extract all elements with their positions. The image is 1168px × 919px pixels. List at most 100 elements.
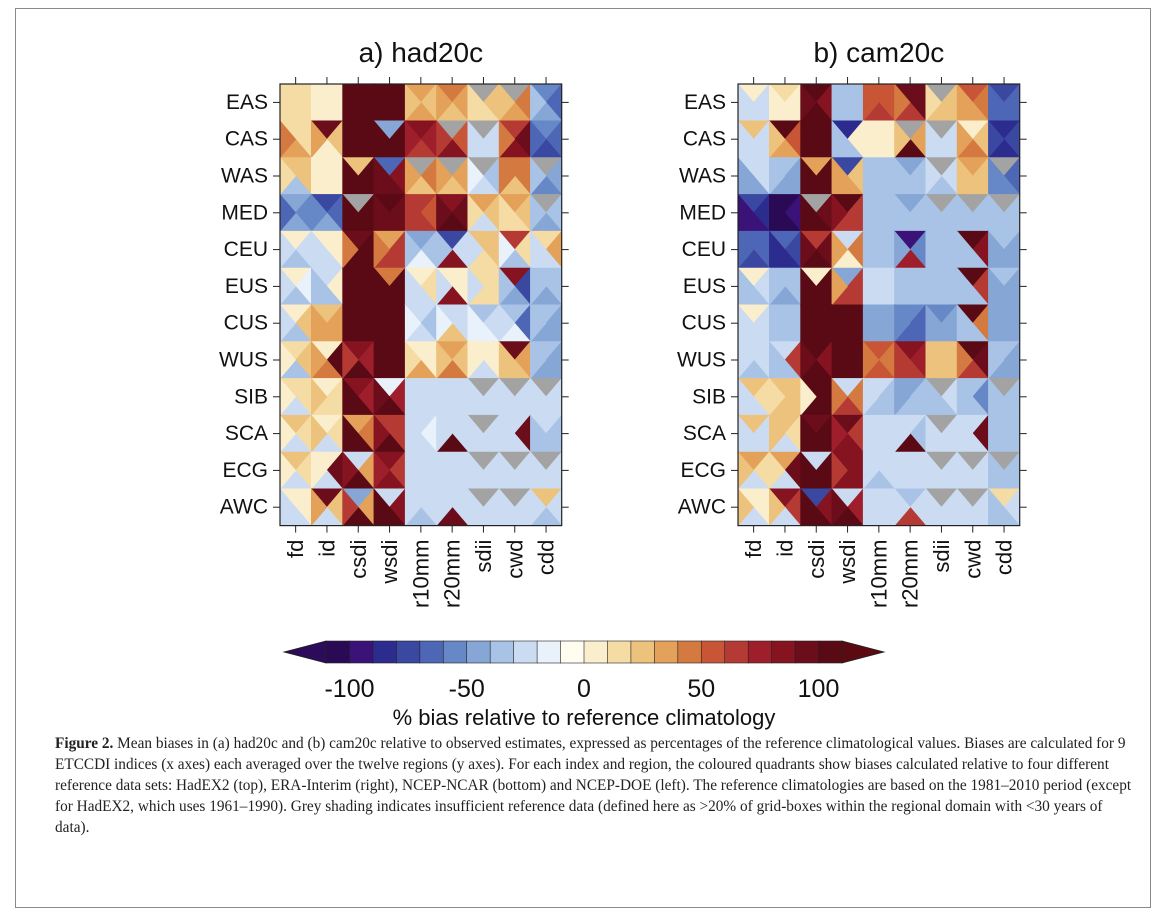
cell-awc-csdi-left (342, 487, 359, 527)
colorbar-tick-label: -100 (324, 675, 374, 703)
cell-sib-sdii-left (925, 377, 942, 417)
cell-ecg-wsdi-left (831, 451, 848, 490)
cell-sib-wsdi-left (373, 377, 390, 417)
cell-eus-cwd-left (498, 267, 516, 306)
cell-was-r10mm-left (404, 156, 422, 196)
cell-ceu-r10mm-left (862, 230, 880, 269)
cell-cus-r10mm-left (404, 303, 422, 343)
y-tick-label: WAS (679, 165, 726, 188)
y-tick-label: AWC (678, 496, 726, 519)
cell-med-cdd-left (530, 193, 547, 233)
cell-cas-wsdi-left (373, 119, 390, 159)
y-tick-label: EUS (683, 275, 726, 298)
colorbar-swatch (607, 640, 632, 664)
cell-sca-wsdi-left (831, 414, 848, 453)
cell-sca-sdii-left (467, 414, 484, 453)
y-tick-label: SIB (234, 385, 268, 408)
colorbar-swatch (442, 640, 468, 664)
cell-eas-csdi-left (342, 83, 359, 122)
cell-eas-sdii-left (467, 83, 484, 122)
cell-cus-cwd-left (956, 303, 974, 343)
cell-sib-r20mm-left (894, 377, 911, 417)
cell-wus-cwd-left (956, 340, 974, 380)
cell-awc-id-left (310, 487, 328, 527)
cell-sca-cdd-left (530, 414, 547, 453)
cell-ceu-csdi-left (800, 230, 817, 269)
cell-cas-id-left (310, 119, 328, 159)
cell-med-wsdi-left (831, 193, 848, 233)
cell-cus-csdi-left (342, 303, 359, 343)
x-tick-label: r10mm (866, 540, 891, 608)
panel-cam20c: b) cam20c fd id csdi wsdi r10mm r20mm sdii cwd cd… (677, 37, 1027, 608)
cell-sca-cwd-left (956, 414, 974, 453)
cell-sca-sdii-left (925, 414, 942, 453)
cell-eas-cwd-left (498, 83, 516, 122)
cell-ecg-sdii-left (925, 451, 942, 490)
y-tick-label: EAS (226, 91, 268, 114)
cell-ecg-sdii-left (467, 451, 484, 490)
cell-ceu-r20mm-left (894, 230, 911, 269)
cell-eus-r10mm-left (862, 267, 880, 306)
cell-awc-cdd-left (988, 487, 1005, 527)
colorbar-swatch (536, 640, 562, 664)
cell-eus-r10mm-left (404, 267, 422, 306)
y-tick-label: CUS (682, 312, 726, 335)
cell-eas-cdd-left (530, 83, 547, 122)
y-tick-label: SIB (692, 385, 726, 408)
cell-was-cwd-left (498, 156, 516, 196)
cell-cas-r10mm-left (862, 119, 880, 159)
colorbar-extend-high (841, 640, 886, 664)
colorbar-swatch (724, 640, 749, 664)
cell-eus-cwd-left (956, 267, 974, 306)
cell-wus-r20mm-left (436, 340, 453, 380)
cell-eas-wsdi-left (831, 83, 848, 122)
cell-cus-cwd-left (498, 303, 516, 343)
cell-med-sdii-left (467, 193, 484, 233)
cell-cus-csdi-left (800, 303, 817, 343)
cell-awc-r10mm-left (404, 487, 422, 527)
cell-awc-id-left (768, 487, 786, 527)
cell-eas-csdi-left (800, 83, 817, 122)
x-tick-label: sdii (929, 540, 954, 573)
caption-text: Mean biases in (a) had20c and (b) cam20c… (55, 735, 1132, 836)
colorbar-swatch (583, 640, 609, 664)
colorbar-swatch (349, 640, 374, 664)
cell-awc-r10mm-left (862, 487, 880, 527)
cell-wus-sdii-left (925, 340, 942, 380)
cell-wus-csdi-left (800, 340, 817, 380)
colorbar-swatch (419, 640, 444, 664)
y-tick-label: CEU (224, 238, 268, 261)
cell-was-csdi-left (800, 156, 817, 196)
cell-was-r10mm-left (862, 156, 880, 196)
cell-awc-r20mm-left (894, 487, 911, 527)
cell-sca-r20mm-left (436, 414, 453, 453)
cell-eus-cdd-left (530, 267, 547, 306)
cell-was-sdii-left (467, 156, 484, 196)
cell-cus-r10mm-left (862, 303, 880, 343)
colorbar-swatch (372, 640, 397, 664)
cell-cas-r10mm-left (404, 119, 422, 159)
cell-sib-r10mm-left (404, 377, 422, 417)
colorbar-tick-label: 0 (577, 675, 591, 703)
cell-sca-wsdi-left (373, 414, 390, 453)
y-tick-label: ECG (222, 459, 268, 482)
cell-was-wsdi-left (831, 156, 848, 196)
colorbar-swatch (325, 640, 351, 664)
colorbar-swatch (654, 640, 679, 664)
x-tick-label: fd (741, 540, 766, 558)
cell-sib-r10mm-left (862, 377, 880, 417)
cell-ecg-wsdi-left (373, 451, 390, 490)
cell-ecg-cwd-left (956, 451, 974, 490)
cell-cus-cdd-left (530, 303, 547, 343)
cell-cas-r20mm-left (436, 119, 453, 159)
x-tick-label: sdii (471, 540, 496, 573)
y-tick-label: CAS (683, 128, 726, 151)
colorbar-swatch (630, 640, 655, 664)
cell-sca-r20mm-left (894, 414, 911, 453)
cell-cas-csdi-left (342, 119, 359, 159)
cell-eas-cwd-left (956, 83, 974, 122)
x-tick-label: csdi (804, 540, 829, 579)
x-tick-label: id (772, 540, 797, 557)
x-tick-label: csdi (346, 540, 371, 579)
